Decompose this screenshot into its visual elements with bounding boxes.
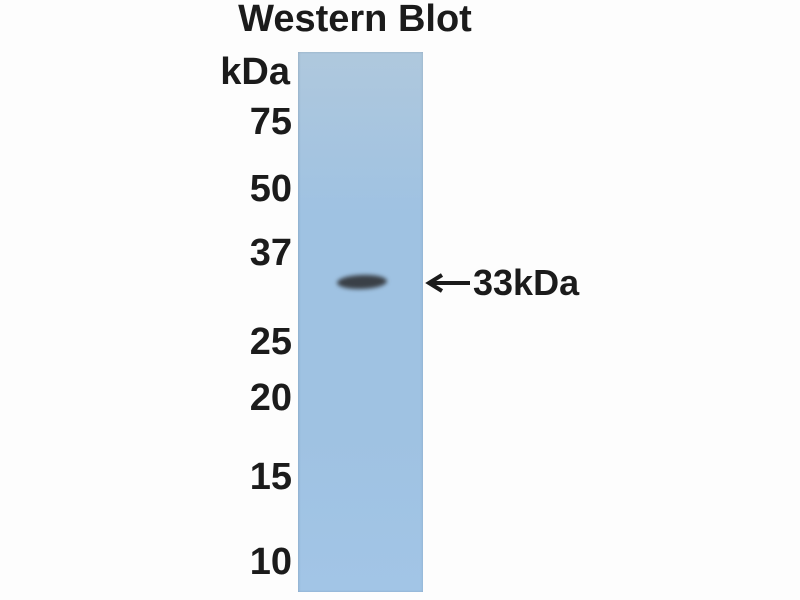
ladder-marker-15: 15 [249, 456, 292, 498]
left-arrow-icon [425, 273, 470, 293]
ladder-marker-37: 37 [249, 232, 292, 274]
ladder-marker-25: 25 [249, 321, 292, 363]
band-annotation-label: 33kDa [473, 262, 580, 303]
ladder-marker-10: 10 [249, 541, 292, 583]
blot-lane [298, 52, 423, 592]
protein-band [336, 274, 388, 290]
axis-unit-label: kDa [220, 51, 290, 93]
ladder-marker-50: 50 [249, 168, 292, 210]
ladder-marker-75: 75 [249, 101, 292, 143]
ladder-marker-20: 20 [249, 377, 292, 419]
figure-title: Western Blot [238, 0, 472, 40]
band-annotation: 33kDa [424, 261, 579, 305]
